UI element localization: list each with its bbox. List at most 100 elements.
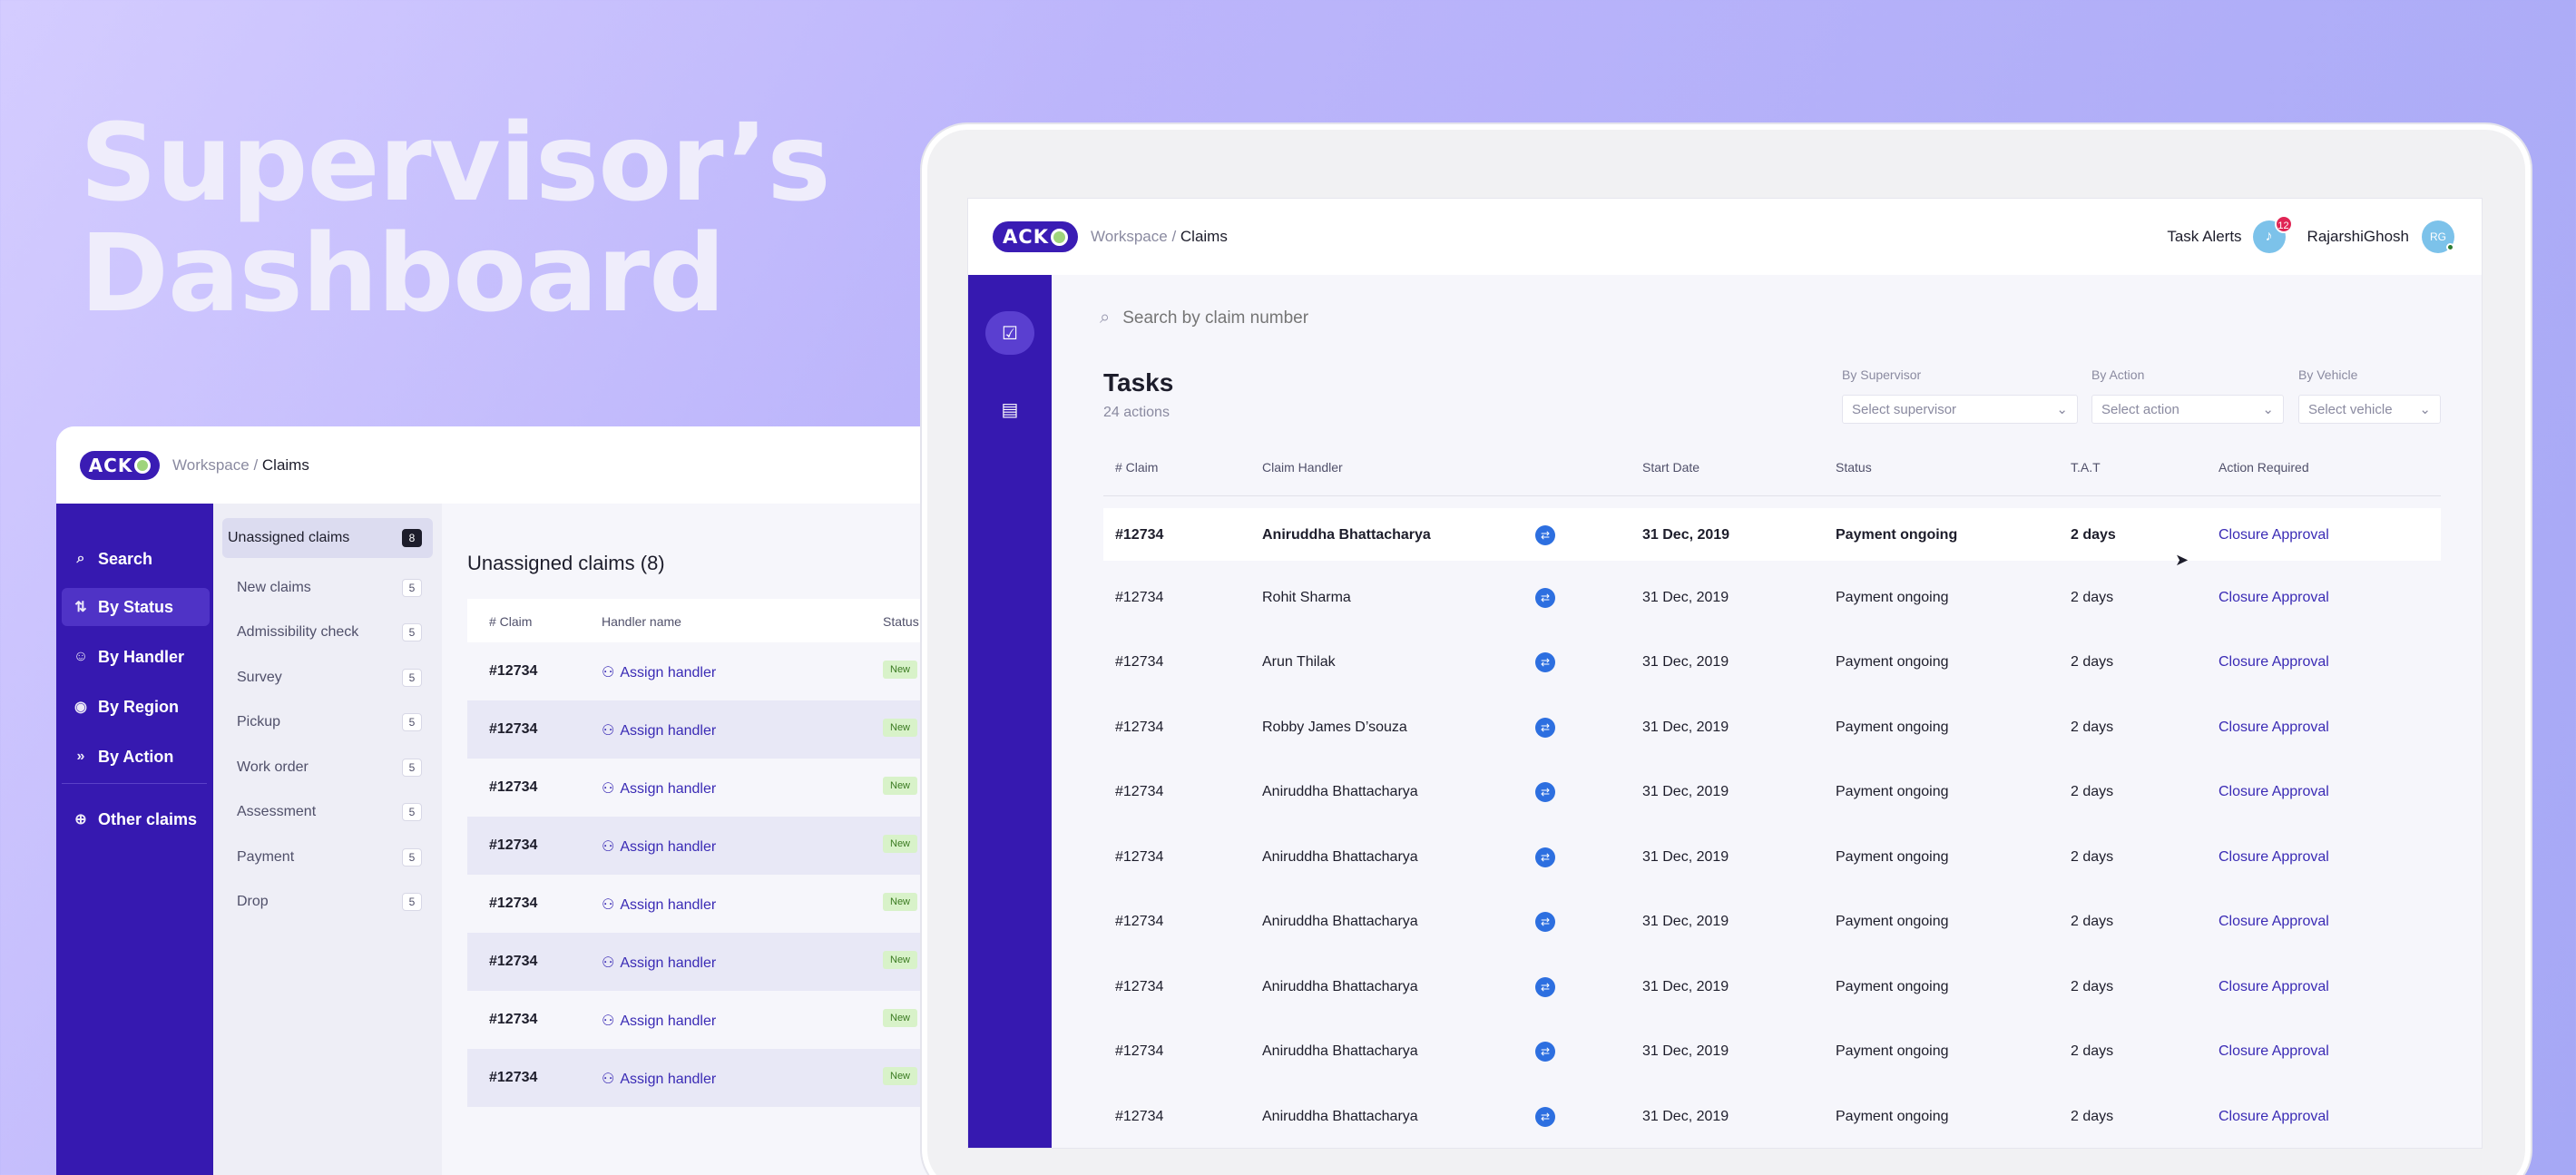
subnav-admissibility-check[interactable]: Admissibility check 5 (222, 612, 433, 652)
assign-handler-label: Assign handler (620, 665, 717, 681)
nav-by-handler[interactable]: ☺ By Handler (62, 638, 210, 676)
reassign-icon[interactable]: ⇄ (1535, 977, 1555, 997)
action-required-link[interactable]: Closure Approval (2218, 784, 2329, 799)
acko-logo[interactable]: ACK (993, 221, 1078, 252)
claim-number[interactable]: #12734 (489, 779, 538, 795)
start-date: 31 Dec, 2019 (1642, 849, 1729, 865)
action-required-link[interactable]: Closure Approval (2218, 590, 2329, 605)
table-row[interactable]: #12734 Aniruddha Bhattacharya ⇄ 31 Dec, … (1103, 765, 2441, 818)
claim-number[interactable]: #12734 (489, 954, 538, 969)
table-row[interactable]: #12734 Aniruddha Bhattacharya ⇄ 31 Dec, … (1103, 895, 2441, 947)
action-required-link[interactable]: Closure Approval (2218, 979, 2329, 994)
subnav-survey[interactable]: Survey 5 (222, 658, 433, 698)
subnav-payment[interactable]: Payment 5 (222, 837, 433, 877)
col-handler-name: Handler name (602, 614, 681, 629)
avatar[interactable]: RG (2422, 220, 2454, 253)
assign-handler-link[interactable]: ⚇ Assign handler (602, 837, 716, 856)
claim-search-input[interactable] (1122, 308, 1577, 328)
claim-number: #12734 (1115, 527, 1164, 543)
nav-other-claims[interactable]: ⊕ Other claims (62, 800, 210, 838)
users-icon: ☺ (73, 649, 89, 664)
table-row[interactable]: #12734 Aniruddha Bhattacharya ⇄ 31 Dec, … (1103, 960, 2441, 1013)
assign-handler-link[interactable]: ⚇ Assign handler (602, 721, 716, 739)
action-required-link[interactable]: Closure Approval (2218, 654, 2329, 670)
task-alerts-button[interactable]: ♪ 12 (2252, 215, 2293, 253)
nav-label: By Handler (98, 647, 185, 666)
tasks-nav-button[interactable]: ☑ (985, 311, 1034, 355)
reassign-icon[interactable]: ⇄ (1535, 718, 1555, 738)
tat: 2 days (2071, 527, 2116, 543)
reassign-icon[interactable]: ⇄ (1535, 1042, 1555, 1062)
claim-handler: Aniruddha Bhattacharya (1262, 1043, 1418, 1059)
reassign-icon[interactable]: ⇄ (1535, 652, 1555, 672)
reassign-icon[interactable]: ⇄ (1535, 525, 1555, 545)
claim-handler: Arun Thilak (1262, 654, 1336, 670)
breadcrumb-root[interactable]: Workspace (172, 455, 250, 474)
assign-handler-link[interactable]: ⚇ Assign handler (602, 779, 716, 798)
nav-label: Search (98, 549, 153, 568)
location-pin-icon: ◉ (74, 700, 87, 715)
subnav-drop[interactable]: Drop 5 (222, 882, 433, 922)
supervisor-select[interactable]: Select supervisor ⌄ (1842, 395, 2078, 424)
page-title: Tasks (1103, 368, 1174, 397)
user-name[interactable]: RajarshiGhosh (2307, 228, 2409, 245)
claim-number[interactable]: #12734 (489, 721, 538, 737)
assign-handler-link[interactable]: ⚇ Assign handler (602, 663, 716, 681)
clipboard-nav-button[interactable]: ▤ (985, 387, 1034, 431)
assign-handler-link[interactable]: ⚇ Assign handler (602, 954, 716, 972)
nav-by-status[interactable]: ⇅ By Status (62, 588, 210, 626)
action-select[interactable]: Select action ⌄ (2091, 395, 2284, 424)
task-alerts-label[interactable]: Task Alerts (2167, 228, 2242, 245)
vehicle-select[interactable]: Select vehicle ⌄ (2298, 395, 2441, 424)
table-row[interactable]: #12734 Aniruddha Bhattacharya ⇄ 31 Dec, … (1103, 1090, 2441, 1142)
subnav-unassigned-claims[interactable]: Unassigned claims 8 (222, 518, 433, 558)
table-row[interactable]: #12734 Aniruddha Bhattacharya ⇄ 31 Dec, … (1103, 1024, 2441, 1077)
subnav-assessment[interactable]: Assessment 5 (222, 792, 433, 832)
subnav-pickup[interactable]: Pickup 5 (222, 702, 433, 742)
table-row[interactable]: #12734 Arun Thilak ⇄ 31 Dec, 2019 Paymen… (1103, 635, 2441, 688)
subnav-work-order[interactable]: Work order 5 (222, 748, 433, 788)
reassign-icon[interactable]: ⇄ (1535, 588, 1555, 608)
reassign-icon[interactable]: ⇄ (1535, 1107, 1555, 1127)
action-required-link[interactable]: Closure Approval (2218, 1109, 2329, 1124)
subnav-new-claims[interactable]: New claims 5 (222, 568, 433, 608)
reassign-icon[interactable]: ⇄ (1535, 912, 1555, 932)
claim-number[interactable]: #12734 (489, 663, 538, 679)
nav-by-region[interactable]: ◉ By Region (62, 688, 210, 726)
add-user-icon: ⚇ (602, 781, 615, 797)
claim-number[interactable]: #12734 (489, 837, 538, 853)
breadcrumb-root[interactable]: Workspace (1091, 228, 1168, 245)
reassign-icon[interactable]: ⇄ (1535, 782, 1555, 802)
start-date: 31 Dec, 2019 (1642, 1109, 1729, 1124)
claim-status: Payment ongoing (1836, 1043, 1949, 1059)
acko-logo[interactable]: ACK (80, 450, 160, 480)
nav-search[interactable]: ⌕ Search (62, 540, 210, 578)
nav-by-action[interactable]: » By Action (62, 738, 210, 776)
hero-line-2: Dashboard (80, 211, 726, 336)
table-row[interactable]: #12734 Robby James D’souza ⇄ 31 Dec, 201… (1103, 700, 2441, 753)
status-badge: New (883, 719, 918, 737)
logo-text: ACK (1003, 226, 1049, 248)
claim-number[interactable]: #12734 (489, 896, 538, 911)
assign-handler-link[interactable]: ⚇ Assign handler (602, 1070, 716, 1088)
claim-number[interactable]: #12734 (489, 1070, 538, 1085)
unassigned-claims-section: Unassigned claims (8) # Claim Handler na… (442, 504, 964, 1175)
action-required-link[interactable]: Closure Approval (2218, 914, 2329, 929)
action-required-link[interactable]: Closure Approval (2218, 849, 2329, 865)
table-row[interactable]: #12734 Aniruddha Bhattacharya ⇄ 31 Dec, … (1103, 830, 2441, 883)
action-required-link[interactable]: Closure Approval (2218, 527, 2329, 543)
add-user-icon: ⚇ (602, 897, 615, 913)
action-required-link[interactable]: Closure Approval (2218, 1043, 2329, 1059)
assign-handler-link[interactable]: ⚇ Assign handler (602, 896, 716, 914)
count-badge: 5 (402, 893, 422, 911)
table-row[interactable]: #12734 Rohit Sharma ⇄ 31 Dec, 2019 Payme… (1103, 571, 2441, 623)
action-required-link[interactable]: Closure Approval (2218, 720, 2329, 735)
assign-handler-link[interactable]: ⚇ Assign handler (602, 1012, 716, 1030)
claim-number[interactable]: #12734 (489, 1012, 538, 1027)
table-row[interactable]: #12734 Aniruddha Bhattacharya ⇄ 31 Dec, … (1103, 508, 2441, 561)
reassign-icon[interactable]: ⇄ (1535, 847, 1555, 867)
checkbox-icon: ☑ (1002, 323, 1018, 344)
add-user-icon: ⚇ (602, 1072, 615, 1087)
table-row: #12734 ⚇ Assign handler New (467, 875, 964, 933)
logo-text: ACK (88, 454, 133, 476)
